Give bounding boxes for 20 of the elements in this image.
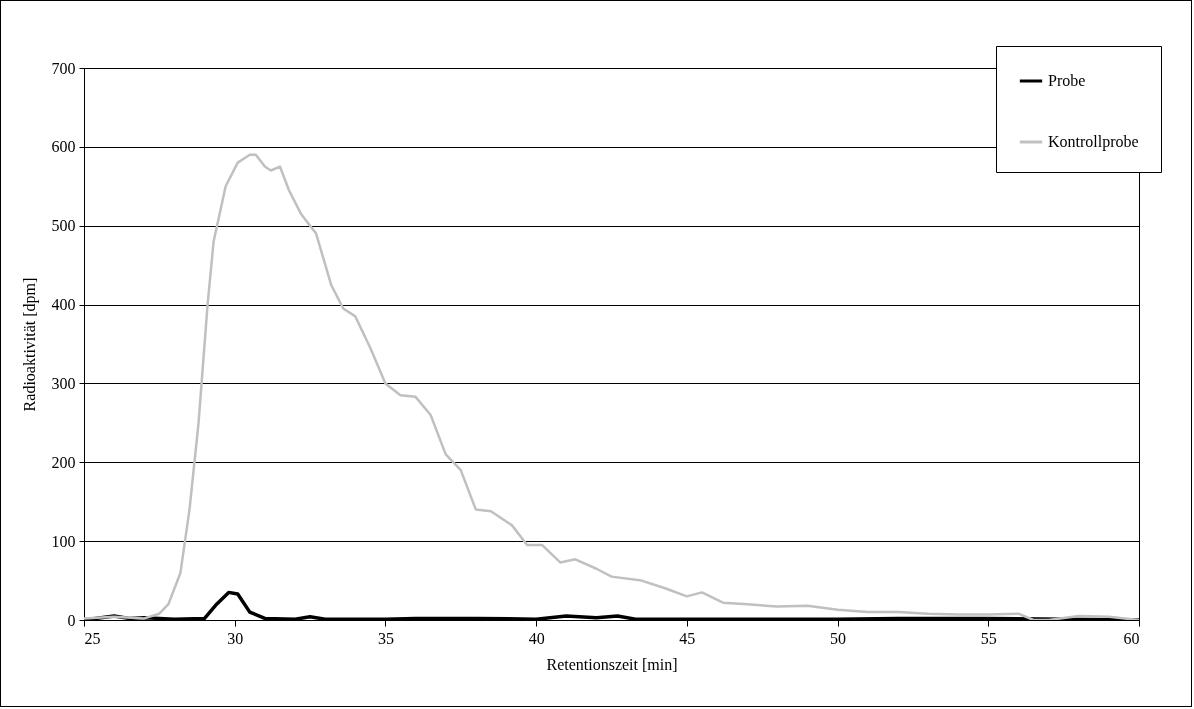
- y-tick-label: 600: [51, 138, 76, 156]
- y-axis-title: Radioaktivität [dpm]: [20, 277, 39, 412]
- legend-label: Kontrollprobe: [1048, 133, 1139, 151]
- x-tick-label: 45: [679, 629, 696, 647]
- x-tick-label: 25: [84, 629, 101, 647]
- y-tick-label: 700: [51, 59, 76, 77]
- x-tick-label: 35: [377, 629, 394, 647]
- legend-label: Probe: [1048, 72, 1086, 89]
- y-tick-label: 200: [51, 453, 76, 471]
- y-tick-label: 300: [51, 374, 76, 392]
- x-axis-title: Retentionszeit [min]: [546, 655, 678, 673]
- x-tick-label: 30: [227, 629, 244, 647]
- x-tick-label: 40: [528, 629, 545, 647]
- x-tick-label: 50: [830, 629, 847, 647]
- y-tick-label: 0: [67, 611, 76, 629]
- x-tick-label: 60: [1123, 629, 1140, 647]
- x-tick-label: 55: [980, 629, 997, 647]
- y-tick-label: 100: [51, 532, 76, 550]
- y-tick-label: 500: [51, 217, 76, 235]
- y-tick-label: 400: [51, 296, 76, 314]
